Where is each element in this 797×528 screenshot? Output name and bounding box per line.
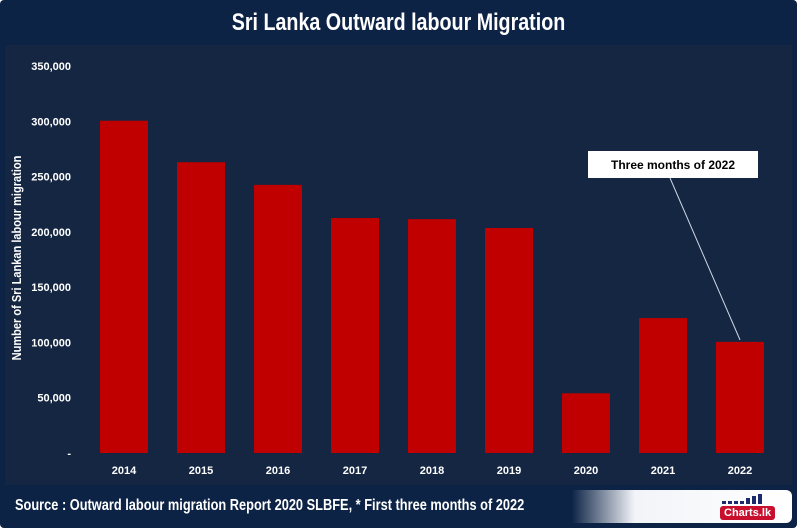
- y-tick-label: 50,000: [37, 393, 71, 405]
- footer: Source : Outward labour migration Report…: [5, 490, 792, 523]
- y-tick-label: 100,000: [31, 337, 71, 349]
- bar-2014: [100, 120, 148, 454]
- bar-2016: [254, 184, 302, 453]
- y-tick-label: 300,000: [31, 116, 71, 128]
- x-tick-label: 2021: [651, 465, 675, 477]
- y-tick-label: 200,000: [31, 227, 71, 239]
- chart-title: Sri Lanka Outward labour Migration: [231, 9, 566, 36]
- x-tick-label: 2022: [728, 465, 752, 477]
- bar-2019: [485, 227, 533, 453]
- source-note: Source : Outward labour migration Report…: [15, 497, 525, 514]
- bar-2017: [331, 218, 379, 453]
- bar-2020: [562, 393, 610, 453]
- y-axis-title: Number of Sri Lankan labour migration: [9, 156, 24, 361]
- x-tick-label: 2014: [112, 465, 137, 477]
- x-tick-label: 2017: [343, 465, 367, 477]
- bar-2022: [716, 341, 764, 453]
- bar-2015: [177, 162, 225, 453]
- x-tick-label: 2016: [266, 465, 290, 477]
- y-tick-label: 350,000: [31, 61, 71, 73]
- x-tick-label: 2018: [420, 465, 444, 477]
- y-tick-label: 250,000: [31, 172, 71, 184]
- y-tick-label: -: [67, 448, 71, 460]
- annotation-text: Three months of 2022: [611, 158, 735, 172]
- annotation-box: [588, 151, 758, 178]
- bar-2018: [408, 219, 456, 453]
- charts-lk-logo: Charts.lk: [720, 494, 778, 520]
- bar-2021: [639, 318, 687, 453]
- logo-text: Charts.lk: [720, 506, 776, 520]
- annotation-arrow: [669, 177, 741, 341]
- x-tick-label: 2019: [497, 465, 521, 477]
- y-tick-label: 150,000: [31, 282, 71, 294]
- x-tick-label: 2020: [574, 465, 598, 477]
- x-tick-label: 2015: [189, 465, 213, 477]
